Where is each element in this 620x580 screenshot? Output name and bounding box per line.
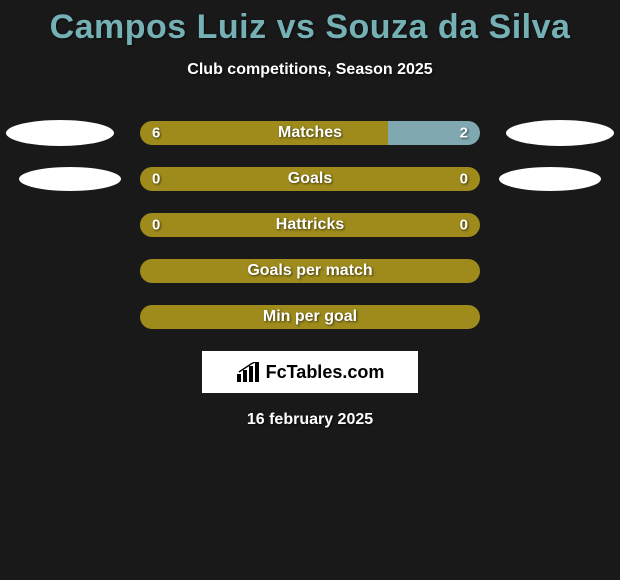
stat-label: Goals [288,170,332,188]
player-ellipse [19,167,121,191]
stat-bar: Goals per match [140,259,480,283]
stat-value-right: 0 [460,171,468,188]
logo-box: FcTables.com [202,351,418,393]
stat-value-left: 0 [152,217,160,234]
page-title: Campos Luiz vs Souza da Silva [0,0,620,47]
stat-bar-left [140,121,388,145]
stat-rows: Matches 6 2 Goals 0 0 Hattricks 0 0 Goals per mat… [0,121,620,329]
player-ellipse [506,120,614,146]
stat-row: Goals per match [0,259,620,283]
chart-icon [236,362,262,382]
player-ellipse [499,167,601,191]
stat-bar: Goals 0 0 [140,167,480,191]
stat-bar: Min per goal [140,305,480,329]
stat-bar: Matches 6 2 [140,121,480,145]
date: 16 february 2025 [0,411,620,429]
stat-label: Goals per match [247,262,372,280]
stat-row: Min per goal [0,305,620,329]
subtitle: Club competitions, Season 2025 [0,61,620,79]
player-ellipse [6,120,114,146]
stat-value-left: 0 [152,171,160,188]
stat-bar: Hattricks 0 0 [140,213,480,237]
stat-label: Min per goal [263,308,357,326]
stat-label: Hattricks [276,216,344,234]
stat-row: Matches 6 2 [0,121,620,145]
stat-value-right: 2 [460,125,468,142]
stat-value-right: 0 [460,217,468,234]
stat-row: Goals 0 0 [0,167,620,191]
stat-row: Hattricks 0 0 [0,213,620,237]
logo-text: FcTables.com [266,362,385,383]
stat-label: Matches [278,124,342,142]
stat-value-left: 6 [152,125,160,142]
